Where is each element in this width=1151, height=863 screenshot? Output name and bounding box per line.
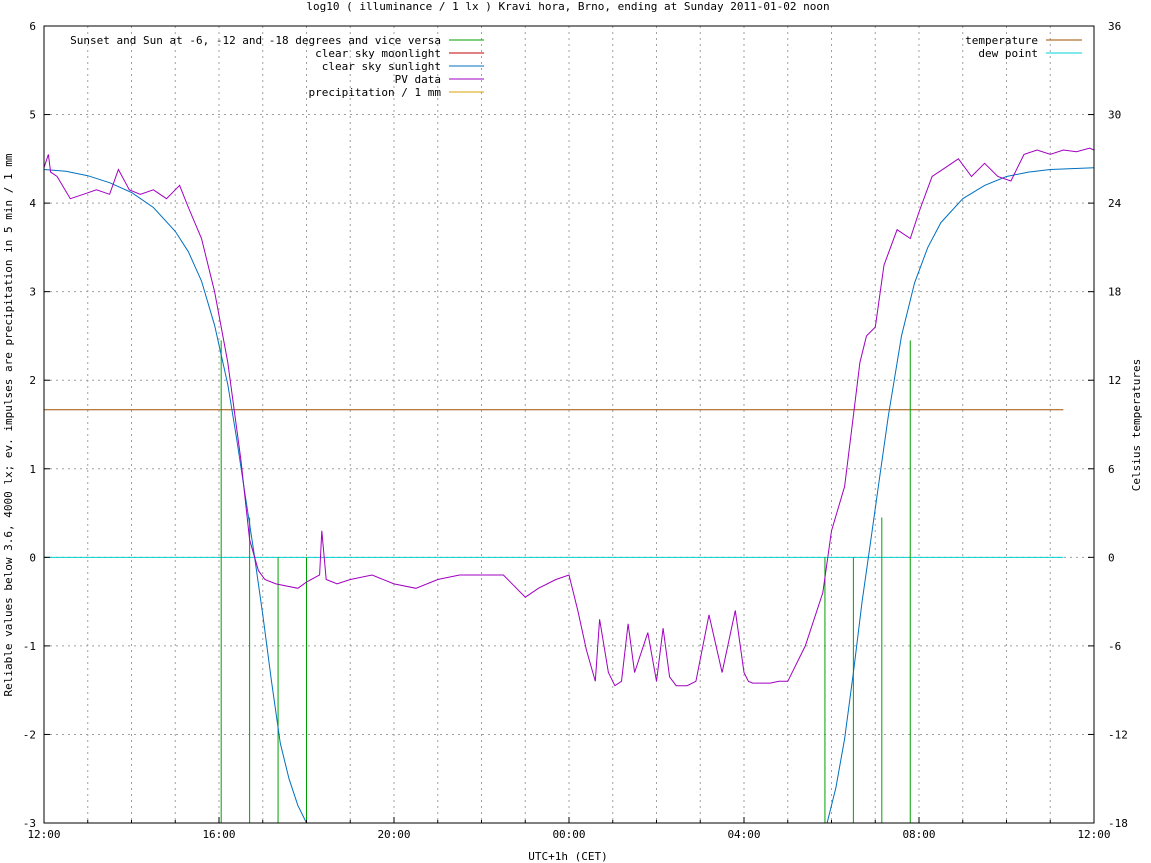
y-tick-label: 2 bbox=[29, 374, 36, 387]
legend-label: Sunset and Sun at -6, -12 and -18 degree… bbox=[70, 34, 441, 47]
y-tick-label: 1 bbox=[29, 463, 36, 476]
y2-tick-label: 30 bbox=[1108, 109, 1121, 122]
y2-axis-label: Celsius temperatures bbox=[1130, 359, 1143, 491]
legend-label: clear sky moonlight bbox=[315, 47, 441, 60]
pv-data-line bbox=[43, 147, 1095, 687]
x-tick-label: 12:00 bbox=[1077, 828, 1110, 841]
y-tick-label: 4 bbox=[29, 197, 36, 210]
plot-frame bbox=[43, 25, 1095, 824]
y2-tick-label: 0 bbox=[1108, 551, 1115, 564]
x-tick-label: 12:00 bbox=[27, 828, 60, 841]
y2-tick-label: 36 bbox=[1108, 20, 1121, 33]
legend-label: clear sky sunlight bbox=[322, 60, 441, 73]
axis-ticks: 12:00 16:00 20:00 00:00 04:00 08:00 12:00 6 5 4 3 2… bbox=[23, 20, 1128, 841]
y-tick-label: -3 bbox=[23, 817, 36, 830]
y2-tick-label: 12 bbox=[1108, 374, 1121, 387]
legend-label: precipitation / 1 mm bbox=[309, 86, 442, 99]
y2-tick-label: -6 bbox=[1108, 640, 1121, 653]
chart-title: log10 ( illuminance / 1 lx ) Kravi hora,… bbox=[306, 0, 829, 13]
legend-label: dew point bbox=[978, 47, 1038, 60]
x-tick-label: 00:00 bbox=[552, 828, 585, 841]
y-tick-label: 0 bbox=[29, 551, 36, 564]
y-tick-label: 3 bbox=[29, 286, 36, 299]
y-tick-label: -2 bbox=[23, 728, 36, 741]
y2-tick-label: -12 bbox=[1108, 728, 1128, 741]
legend-label: PV data bbox=[395, 73, 441, 86]
x-tick-label: 16:00 bbox=[202, 828, 235, 841]
x-tick-label: 20:00 bbox=[377, 828, 410, 841]
x-axis-label: UTC+1h (CET) bbox=[528, 850, 607, 863]
legend: Sunset and Sun at -6, -12 and -18 degree… bbox=[70, 34, 1082, 99]
y-tick-label: 5 bbox=[29, 109, 36, 122]
y2-tick-label: 24 bbox=[1108, 197, 1122, 210]
y-tick-label: -1 bbox=[23, 640, 36, 653]
x-tick-label: 08:00 bbox=[902, 828, 935, 841]
legend-label: temperature bbox=[965, 34, 1038, 47]
y2-tick-label: -18 bbox=[1108, 817, 1128, 830]
x-tick-label: 04:00 bbox=[727, 828, 760, 841]
y-axis-label: Reliable values below 3.6, 4000 lx; ev. … bbox=[2, 153, 15, 696]
y-tick-label: 6 bbox=[29, 20, 36, 33]
series bbox=[43, 147, 1095, 824]
y2-tick-label: 18 bbox=[1108, 286, 1121, 299]
y2-tick-label: 6 bbox=[1108, 463, 1115, 476]
grid bbox=[44, 26, 1094, 823]
